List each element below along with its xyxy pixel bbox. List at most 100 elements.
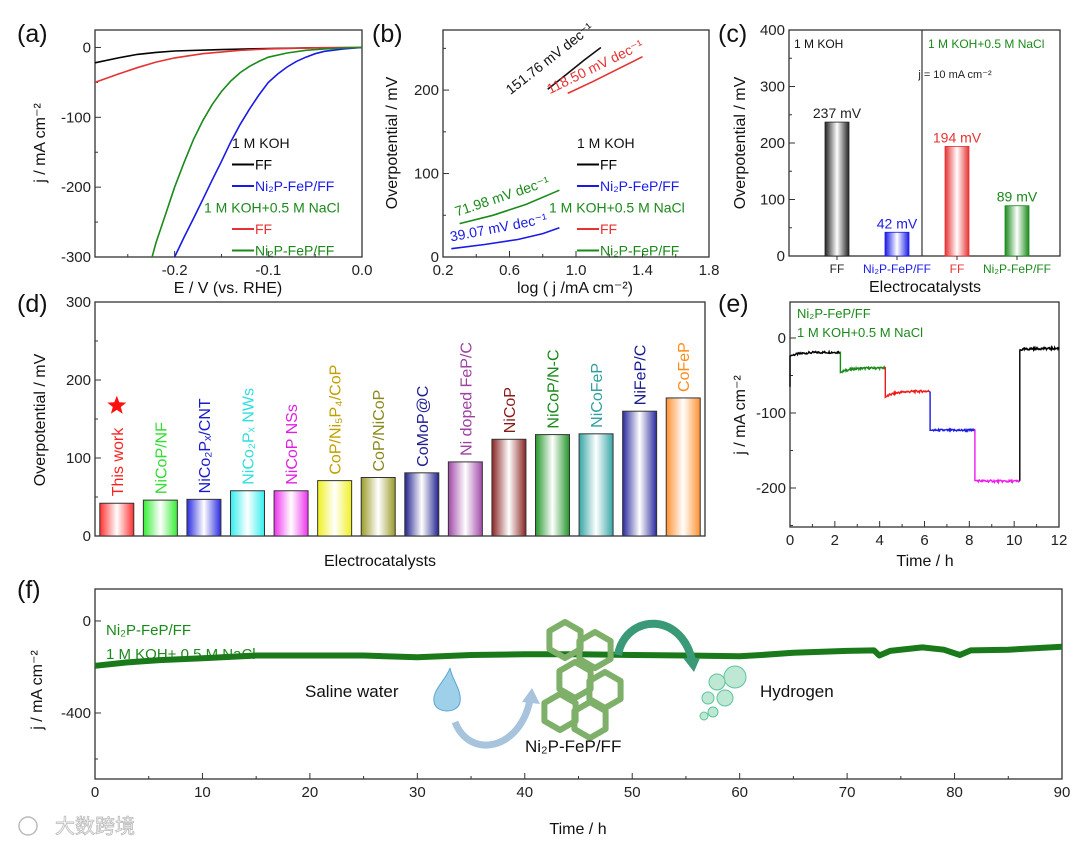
category-label: This work — [110, 427, 127, 496]
x-tick-label: 1.8 — [699, 262, 720, 279]
bar-value-label: 89 mV — [997, 189, 1038, 205]
category-label: Ni doped FeP/C — [458, 342, 475, 456]
step-segment-4 — [974, 429, 1021, 485]
x-tick-label: 60 — [731, 784, 748, 801]
x-tick-label: 10 — [1006, 532, 1023, 549]
illustration-label-hydrogen: Hydrogen — [760, 682, 834, 701]
y-tick-label: 0 — [777, 248, 785, 265]
legend-entry: FF — [600, 157, 617, 173]
bar — [622, 410, 658, 537]
bar — [884, 231, 910, 257]
legend-entry: Ni₂P-FeP/FF — [255, 178, 334, 194]
panel-label: (e) — [718, 290, 749, 318]
y-tick-label: 0 — [83, 613, 91, 630]
illustration-label-catalyst: Ni₂P-FeP/FF — [525, 737, 621, 756]
x-tick-label: 1.4 — [632, 262, 653, 279]
legend-entry: FF — [255, 157, 272, 173]
x-tick-label: 40 — [516, 784, 533, 801]
series-line-3 — [151, 46, 363, 258]
y-tick-label: -200 — [61, 179, 91, 196]
hydrogen-bubble-icon — [723, 665, 747, 689]
step-segment-3 — [929, 391, 976, 433]
panel-label: (a) — [17, 20, 48, 48]
bar — [447, 461, 483, 537]
legend-entry: FF — [255, 221, 272, 237]
bar — [404, 472, 440, 537]
fit-line-3 — [451, 227, 560, 250]
x-tick-label: 70 — [839, 784, 856, 801]
category-label: Ni₂P-FeP/FF — [863, 262, 931, 276]
y-tick-label: 100 — [414, 166, 439, 183]
x-tick-label: -0.2 — [162, 262, 188, 279]
catalyst-structure-icon — [571, 699, 609, 741]
bar — [186, 498, 222, 537]
arrowhead — [522, 688, 540, 704]
category-label: Ni₂P-FeP/FF — [983, 262, 1051, 276]
arrowhead — [683, 658, 700, 672]
bar — [824, 121, 850, 257]
y-tick-label: -300 — [61, 249, 91, 266]
legend-entry: Ni₂P-FeP/FF — [600, 243, 679, 259]
category-label: NiCoP NSs — [284, 404, 301, 485]
bar — [665, 397, 701, 537]
series-line-2 — [173, 46, 363, 258]
y-tick-label: 0 — [83, 39, 91, 56]
x-tick-label: 20 — [302, 784, 319, 801]
x-axis-label: log ( j /mA cm⁻²) — [517, 280, 633, 297]
x-tick-label: 2 — [831, 532, 839, 549]
category-label: NiFeP/C — [633, 345, 650, 405]
y-tick-label: -100 — [756, 405, 786, 422]
category-label: NiCoP/NF — [153, 422, 170, 494]
step-segment-1 — [839, 351, 886, 374]
bar — [1004, 205, 1030, 257]
x-tick-label: 8 — [965, 532, 973, 549]
x-tick-label: 90 — [1054, 784, 1071, 801]
group-label: 1 M KOH+0.5 M NaCl — [928, 37, 1044, 51]
y-tick-label: 300 — [66, 294, 91, 311]
watermark-logo-icon — [18, 816, 38, 836]
legend-group-title: 1 M KOH — [577, 135, 635, 151]
star-icon — [107, 395, 127, 414]
y-tick-label: 0 — [431, 249, 439, 266]
legend-group-title: 1 M KOH+0.5 M NaCl — [549, 200, 685, 216]
series-line-1 — [94, 46, 363, 84]
bar-value-label: 42 mV — [877, 215, 918, 231]
y-tick-label: 200 — [414, 82, 439, 99]
y-tick-label: 400 — [760, 22, 785, 39]
y-tick-label: 100 — [66, 450, 91, 467]
watermark: 大数跨境 — [55, 815, 135, 838]
x-tick-label: 1.0 — [566, 262, 587, 279]
legend-material: Ni₂P-FeP/FF — [797, 306, 871, 321]
panel-a: -0.2 -0.1 0.0 0 -100 -200 -300 (a) E / V (vs. RH… — [17, 20, 372, 297]
category-label: NiCoFeP — [589, 363, 606, 428]
bar — [360, 477, 396, 537]
y-axis-label: j / mA cm⁻² — [732, 375, 749, 456]
category-label: FF — [950, 262, 965, 276]
y-tick-label: 0 — [778, 330, 786, 347]
y-axis-label: j / mA cm⁻² — [29, 650, 46, 731]
x-tick-label: 4 — [875, 532, 883, 549]
bar — [491, 438, 527, 537]
x-tick-label: 6 — [920, 532, 928, 549]
panel-label: (d) — [17, 290, 48, 318]
arrow-in-icon — [451, 699, 534, 749]
panel-c: 0 100 200 300 400 (c) Electrocatalysts Overpote… — [718, 20, 1061, 296]
y-tick-label: 300 — [760, 79, 785, 96]
category-label: CoP/NiCoP — [371, 390, 388, 472]
stability-line — [94, 643, 1063, 669]
hydrogen-bubble-icon — [716, 689, 734, 707]
x-tick-label: 0.0 — [352, 262, 373, 279]
fit-line-0 — [547, 46, 602, 90]
hydrogen-bubble-icon — [708, 673, 726, 691]
y-tick-label: 100 — [760, 192, 785, 209]
panel-label: (b) — [372, 20, 403, 48]
x-tick-label: 0.2 — [433, 262, 454, 279]
legend-material: Ni₂P-FeP/FF — [106, 622, 191, 639]
x-axis-label: Time / h — [896, 553, 953, 570]
x-axis-label: Time / h — [549, 821, 606, 838]
x-tick-label: 10 — [194, 784, 211, 801]
bar-value-label: 237 mV — [813, 105, 862, 121]
bar — [273, 490, 309, 537]
category-label: CoP/Ni₅P₄/CoP — [328, 365, 345, 475]
